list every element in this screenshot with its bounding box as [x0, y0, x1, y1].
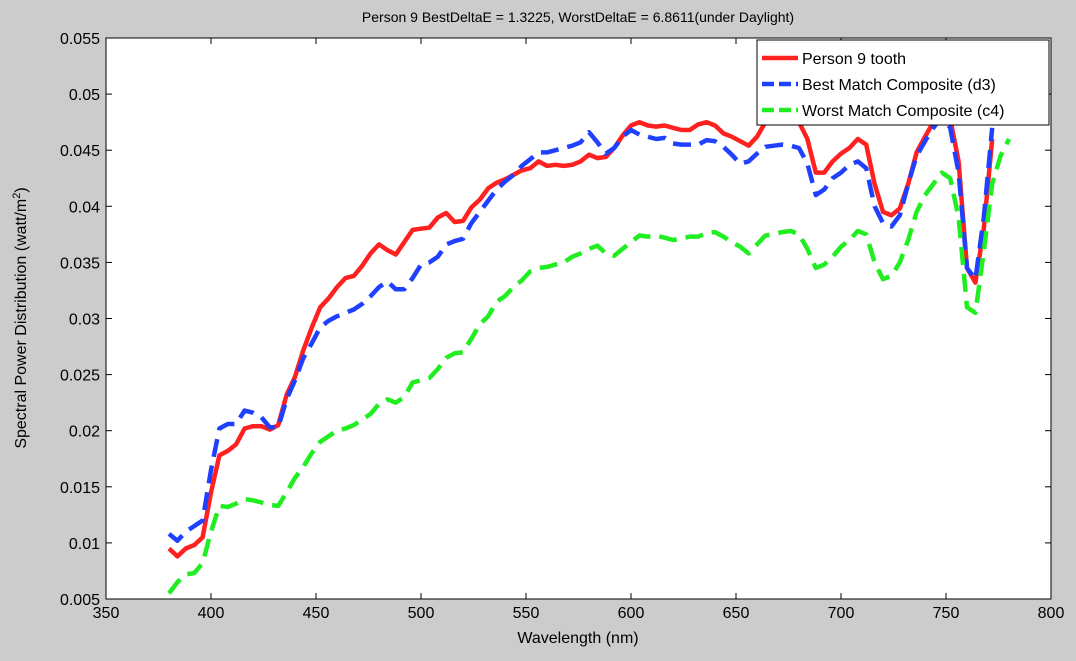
plot-area — [105, 37, 1052, 600]
x-axis: 350 400 450 500 550 600 650 700 750 800 — [93, 38, 1065, 622]
y-axis-label-suffix: ) — [13, 187, 30, 192]
legend-label-1: Person 9 tooth — [802, 51, 906, 68]
legend-label-2: Best Match Composite (d3) — [802, 77, 996, 94]
chart-title: Person 9 BestDeltaE = 1.3225, WorstDelta… — [362, 9, 794, 25]
y-tick-label: 0.01 — [69, 536, 100, 553]
x-tick-label: 550 — [513, 605, 540, 622]
x-tick-label: 600 — [618, 605, 645, 622]
y-tick-label: 0.02 — [69, 424, 100, 441]
y-tick-label: 0.045 — [60, 143, 100, 160]
y-tick-label: 0.055 — [60, 31, 100, 48]
y-tick-label: 0.015 — [60, 480, 100, 497]
y-tick-label: 0.03 — [69, 312, 100, 329]
x-tick-label: 400 — [198, 605, 225, 622]
x-tick-label: 700 — [828, 605, 855, 622]
series-line-1 — [167, 108, 995, 559]
series-line-3 — [167, 137, 1012, 595]
y-axis-label-superscript: 2 — [11, 193, 23, 199]
x-tick-label: 650 — [723, 605, 750, 622]
y-tick-label: 0.025 — [60, 368, 100, 385]
x-tick-label: 800 — [1038, 605, 1065, 622]
y-tick-label: 0.035 — [60, 255, 100, 272]
legend-label-3: Worst Match Composite (c4) — [802, 103, 1004, 120]
x-tick-label: 350 — [93, 605, 120, 622]
legend-box — [756, 39, 1050, 126]
x-tick-label: 450 — [303, 605, 330, 622]
series-line-2 — [167, 114, 995, 543]
y-tick-label: 0.04 — [69, 199, 100, 216]
x-tick-label: 500 — [408, 605, 435, 622]
x-tick-label: 750 — [933, 605, 960, 622]
legend: Person 9 tooth Best Match Composite (d3) W… — [756, 39, 1050, 126]
x-axis-label: Wavelength (nm) — [517, 630, 638, 647]
y-axis: 0.005 0.01 0.015 0.02 0.025 0.03 0.035 0.04 0.04… — [60, 31, 1051, 609]
y-tick-label: 0.05 — [69, 87, 100, 104]
y-axis-label: Spectral Power Distribution (watt/m2) — [11, 187, 30, 448]
y-axis-label-main: Spectral Power Distribution (watt/m — [13, 199, 30, 449]
series-layer — [167, 108, 1012, 595]
y-tick-label: 0.005 — [60, 592, 100, 609]
